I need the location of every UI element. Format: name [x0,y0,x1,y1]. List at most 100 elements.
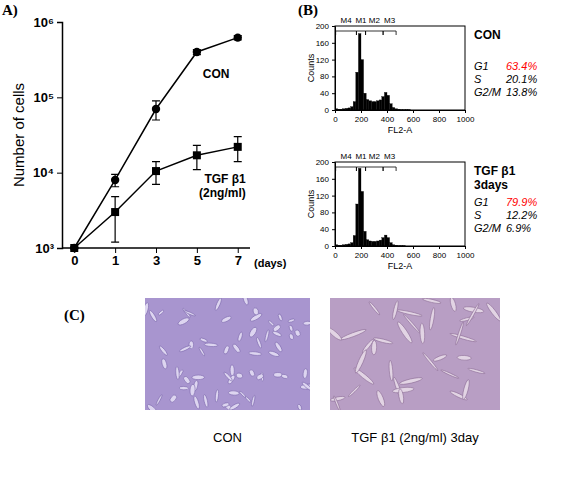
cell [184,310,196,317]
y-tick: 80 [320,72,335,81]
plot-frame [335,162,465,246]
x-tick: 800 [433,110,447,124]
y-tick-label: 0 [325,106,330,115]
series-label-line: CON [203,67,230,81]
x-tick: 600 [407,110,421,124]
figure: A)10³10⁴10⁵10⁶01357Number of cells(days)… [0,0,566,487]
y-tick-label: 160 [316,175,330,184]
phase-percent: 12.2% [506,209,537,221]
x-tick: 0 [333,246,338,260]
y-tick-mark [332,179,335,180]
y-tick-label: 40 [320,89,329,98]
cell [221,402,229,408]
cell [264,330,270,343]
gate-marker [366,167,384,171]
y-tick-mark [332,43,335,44]
y-tick-label: 10³ [35,241,54,256]
y-tick: 80 [320,208,335,217]
gate-marker [336,167,357,171]
cell [192,375,205,380]
cell [169,394,178,404]
histogram-title: TGF β1 [474,164,516,178]
cell [177,316,190,326]
micrograph [145,298,310,410]
x-tick-label: 0 [71,253,78,268]
y-tick-mark [332,60,335,61]
cell [256,337,263,349]
marker [193,151,201,159]
series-label: CON [203,67,230,81]
y-tick-label: 40 [320,225,329,234]
marker [234,33,242,41]
cell [204,343,218,347]
x-tick: 800 [433,246,447,260]
plot-area [335,168,405,246]
histogram-bar [377,241,380,246]
cell [294,329,301,337]
cell [245,396,252,403]
cell [440,369,459,379]
cell [433,354,448,363]
y-tick-mark [332,246,335,247]
histogram-bar [379,100,382,110]
gate-marker [356,167,365,171]
cell [348,384,361,397]
cell [182,375,191,384]
histogram-bar [364,231,367,246]
x-tick: 0 [333,110,338,124]
x-tick-label: 1000 [457,115,475,124]
gate-marker [356,31,365,35]
series-label: TGF β1(2ng/ml) [199,172,246,200]
plot-area [335,34,410,110]
x-tick-label: 600 [407,115,421,124]
histogram-title: CON [474,28,501,42]
x-tick: 400 [381,110,395,124]
histogram-bar [390,243,393,246]
series-line [74,38,237,248]
cell [223,371,233,382]
histogram-bar [358,34,361,110]
cell [248,369,255,377]
y-tick-mark [57,97,62,98]
cell [248,351,262,356]
gate-marker [383,31,396,35]
gate-label: M2 [369,152,381,161]
x-tick-label: 400 [381,251,395,260]
histogram-bar [371,102,374,110]
panel-label: (C) [64,307,85,324]
x-tick-label: 7 [235,253,242,268]
cell [371,340,377,355]
x-tick-label: 400 [381,115,395,124]
cell [399,376,423,385]
cell [237,332,243,342]
histogram-bar [353,102,356,110]
y-tick-label: 80 [320,208,329,217]
cell [333,395,341,410]
cell [251,395,256,407]
histogram-bar [358,168,361,246]
histogram-bar [366,100,369,111]
x-tick-mark [465,110,466,113]
histogram-bar [374,102,377,110]
y-tick: 10³ [35,241,62,256]
histogram-bar [382,97,385,110]
histogram-bar [353,236,356,247]
histogram-bar [369,101,372,110]
cell [223,345,230,355]
cell [268,350,280,358]
error-bar [193,145,201,169]
marker [111,208,119,216]
x-tick-label: 200 [355,251,369,260]
plot-area [70,33,242,252]
cell [274,372,282,377]
phase-name: G1 [474,60,489,72]
phase-name: G2/M [474,222,502,234]
histogram-bar [374,241,377,246]
cell [455,322,465,346]
x-tick: 7 [235,248,242,268]
cell [193,395,201,409]
histogram-bar [379,240,382,246]
gate-marker [336,31,357,35]
y-tick: 40 [320,89,335,98]
cell [232,343,241,354]
